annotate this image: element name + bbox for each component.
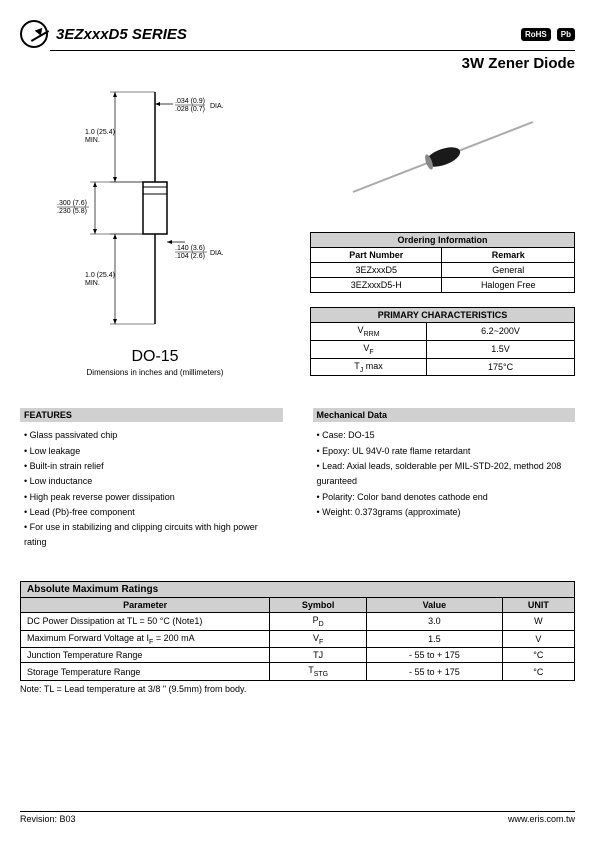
dim-body-h2: .230 (5.8)	[57, 208, 87, 215]
primary-r1-val: 1.5V	[427, 340, 575, 358]
mech-1: Epoxy: UL 94V-0 rate flame retardant	[317, 444, 576, 459]
right-column: Ordering Information Part Number Remark …	[310, 82, 575, 390]
badge-pb: Pb	[557, 28, 575, 41]
badge-rohs: RoHS	[521, 28, 551, 41]
mechanical-header: Mechanical Data	[313, 408, 576, 422]
dim-lead-top-b: MIN.	[85, 137, 100, 144]
feature-5: Lead (Pb)-free component	[24, 505, 283, 520]
features-list: Glass passivated chip Low leakage Built-…	[20, 428, 283, 550]
primary-r1-sym: VF	[311, 340, 427, 358]
features-header: FEATURES	[20, 408, 283, 422]
footer: Revision: B03 www.eris.com.tw	[20, 811, 575, 824]
features-col: FEATURES Glass passivated chip Low leaka…	[20, 408, 283, 550]
mechanical-list: Case: DO-15 Epoxy: UL 94V-0 rate flame r…	[313, 428, 576, 520]
ordering-col-1: Remark	[442, 248, 575, 263]
dim-lead-bot: 1.0 (25.4)	[85, 272, 115, 279]
ratings-r2-param: Junction Temperature Range	[21, 648, 270, 663]
header: 3EZxxxD5 SERIES RoHS Pb	[0, 0, 595, 48]
ratings-r3-unit: °C	[502, 663, 574, 681]
title-rule	[50, 50, 575, 51]
ratings-r2-unit: °C	[502, 648, 574, 663]
ratings-table: Absolute Maximum Ratings Parameter Symbo…	[20, 581, 575, 681]
package-caption: Dimensions in inches and (millimeters)	[20, 368, 290, 377]
ratings-r3-val: - 55 to + 175	[367, 663, 503, 681]
dim-dia1: .034 (0.9)	[175, 98, 205, 105]
ratings-col-1: Symbol	[270, 597, 367, 612]
ratings-r2-val: - 55 to + 175	[367, 648, 503, 663]
package-outline-diagram: .034 (0.9) .028 (0.7) DIA. 1.0 (25.4) MI…	[55, 82, 255, 342]
feature-4: High peak reverse power dissipation	[24, 490, 283, 505]
ratings-r0-val: 3.0	[367, 612, 503, 630]
ratings-col-2: Value	[367, 597, 503, 612]
package-name: DO-15	[20, 348, 290, 366]
ratings-r0-unit: W	[502, 612, 574, 630]
primary-r2-sym: TJ max	[311, 358, 427, 376]
dim-dia2: .140 (3.6)	[175, 245, 205, 252]
ordering-title: Ordering Information	[311, 233, 575, 248]
ordering-r1c0: 3EZxxxD5-H	[311, 278, 442, 293]
ordering-table: Ordering Information Part Number Remark …	[310, 232, 575, 293]
ratings-r0-sym: PD	[270, 612, 367, 630]
series-title: 3EZxxxD5 SERIES	[56, 26, 187, 43]
primary-r2-val: 175°C	[427, 358, 575, 376]
ratings-r1-param: Maximum Forward Voltage at IF = 200 mA	[21, 630, 270, 648]
ordering-r0c0: 3EZxxxD5	[311, 263, 442, 278]
badges: RoHS Pb	[521, 28, 575, 41]
product-photo	[333, 102, 553, 212]
ratings-r2-sym: TJ	[270, 648, 367, 663]
upper-section: .034 (0.9) .028 (0.7) DIA. 1.0 (25.4) MI…	[0, 72, 595, 390]
primary-r0-sym: VRRM	[311, 323, 427, 341]
feature-1: Low leakage	[24, 444, 283, 459]
ratings-col-0: Parameter	[21, 597, 270, 612]
mid-section: FEATURES Glass passivated chip Low leaka…	[0, 390, 595, 550]
dim-dia2-suffix: DIA.	[210, 250, 224, 257]
ratings-col-3: UNIT	[502, 597, 574, 612]
feature-0: Glass passivated chip	[24, 428, 283, 443]
ratings-r1-sym: VF	[270, 630, 367, 648]
feature-3: Low inductance	[24, 474, 283, 489]
primary-table: PRIMARY CHARACTERISTICS VRRM 6.2~200V VF…	[310, 307, 575, 376]
dim-dia2b: .104 (2.6)	[175, 253, 205, 260]
dim-dia1b: .028 (0.7)	[175, 106, 205, 113]
ratings-r3-sym: TSTG	[270, 663, 367, 681]
dim-body-h1: .300 (7.6)	[57, 200, 87, 207]
dim-lead-top: 1.0 (25.4)	[85, 129, 115, 136]
mech-4: Weight: 0.373grams (approximate)	[317, 505, 576, 520]
ratings-note: Note: TL = Lead temperature at 3/8 " (9.…	[0, 681, 595, 694]
ratings-r1-unit: V	[502, 630, 574, 648]
footer-rule	[20, 811, 575, 812]
footer-rev: Revision: B03	[20, 814, 76, 824]
primary-r0-val: 6.2~200V	[427, 323, 575, 341]
primary-title: PRIMARY CHARACTERISTICS	[311, 308, 575, 323]
ratings-title: Absolute Maximum Ratings	[21, 581, 575, 597]
footer-url: www.eris.com.tw	[508, 814, 575, 824]
ratings-r1-val: 1.5	[367, 630, 503, 648]
mechanical-col: Mechanical Data Case: DO-15 Epoxy: UL 94…	[313, 408, 576, 550]
dim-lead-bot-b: MIN.	[85, 280, 100, 287]
logo	[20, 20, 48, 48]
ratings-section: Absolute Maximum Ratings Parameter Symbo…	[0, 551, 595, 681]
ratings-r3-param: Storage Temperature Range	[21, 663, 270, 681]
ratings-r0-param: DC Power Dissipation at TL = 50 °C (Note…	[21, 612, 270, 630]
dim-dia1-suffix: DIA.	[210, 103, 224, 110]
ordering-r0c1: General	[442, 263, 575, 278]
mech-2: Lead: Axial leads, solderable per MIL-ST…	[317, 459, 576, 490]
mech-0: Case: DO-15	[317, 428, 576, 443]
package-diagram-column: .034 (0.9) .028 (0.7) DIA. 1.0 (25.4) MI…	[20, 82, 290, 390]
ordering-col-0: Part Number	[311, 248, 442, 263]
feature-2: Built-in strain relief	[24, 459, 283, 474]
feature-6: For use in stabilizing and clipping circ…	[24, 520, 283, 551]
subtitle: 3W Zener Diode	[0, 55, 575, 72]
mech-3: Polarity: Color band denotes cathode end	[317, 490, 576, 505]
ordering-r1c1: Halogen Free	[442, 278, 575, 293]
